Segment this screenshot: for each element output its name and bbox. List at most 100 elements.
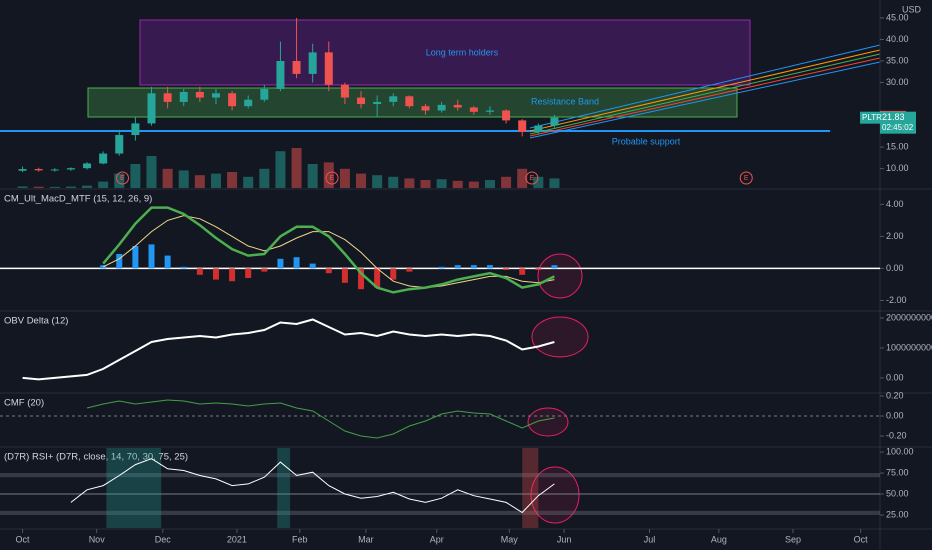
pane-title: CMF (20) [4,398,44,409]
volume-bar [49,186,60,188]
volume-bar [114,173,125,188]
histogram-bar [309,263,316,269]
volume-bar [33,186,44,188]
volume-bar [17,186,28,188]
histogram-bar [293,257,300,269]
candle-body [163,93,172,102]
y-tick-label: 50.00 [886,488,909,498]
x-tick-label: Apr [430,534,444,544]
x-tick-label: May [501,534,519,544]
y-tick-label: -2.00 [886,295,907,305]
y-tick-label: 30.00 [886,77,909,87]
volume-bar [227,172,238,188]
histogram-bar [454,265,461,269]
volume-bar [65,186,76,188]
y-tick-label: 0.00 [886,410,904,420]
volume-bar [501,176,512,188]
x-tick-label: Jul [644,534,656,544]
x-tick-label: Feb [292,534,308,544]
histogram-bar [486,265,493,269]
x-tick-label: Dec [155,534,172,544]
candle-body [405,96,414,107]
x-tick-label: 2021 [227,534,247,544]
volume-bar [82,185,93,188]
candle-body [324,52,333,85]
histogram-bar [100,265,107,269]
volume-bar [436,179,447,188]
volume-bar [146,156,157,188]
earnings-marker [525,171,539,185]
candle-body [357,97,366,105]
histogram-bar [438,266,445,269]
histogram-bar [470,265,477,269]
volume-bar [210,173,221,188]
candle-body [50,169,59,171]
earnings-label: E [530,175,535,182]
x-tick-label: Oct [16,534,31,544]
candle-body [534,125,543,133]
earnings-marker [325,171,339,185]
candle-body [83,163,92,169]
x-tick-label: Oct [854,534,869,544]
histogram-bar [212,268,219,280]
y-tick-label: 0.20 [886,390,904,400]
earnings-label: E [744,175,749,182]
last-price: 21.83 [882,112,905,122]
histogram-bar [148,244,155,269]
candle-body [453,104,462,108]
histogram-bar [196,268,203,275]
volume-bar [404,178,415,188]
candle-body [66,168,75,170]
y-tick-label: 2000000000.00 [886,312,932,322]
candle-body [131,123,140,136]
currency: USD [902,4,922,14]
y-tick-label: 100.00 [886,446,914,456]
overbought-zone [106,448,162,528]
histogram-bar [406,268,413,272]
volume-bar [549,178,560,188]
signal-line [102,215,555,289]
x-tick-label: Mar [358,534,374,544]
volume-bar [452,180,463,188]
last-price-box [880,111,916,134]
annotation: Resistance Band [531,96,599,106]
holders-box [139,19,751,86]
symbol-tag [860,111,880,124]
candle-body [373,101,382,105]
histogram-bar [229,268,236,282]
histogram-bar [374,268,381,288]
candle-body [308,52,317,74]
y-tick-label: 45.00 [886,12,909,22]
x-tick-label: Jun [557,534,572,544]
histogram-bar [164,255,171,269]
annotation: Long term holders [426,47,499,57]
volume-bar [130,164,141,188]
y-tick-label: -0.20 [886,430,907,440]
overbought-zone [277,448,291,528]
candle-body [18,169,27,171]
candle-body [228,93,237,107]
y-tick-label: 0.00 [886,372,904,382]
volume-bar [162,168,173,188]
y-tick-label: 0.00 [886,263,904,273]
volume-bar [533,176,544,188]
pane-title: (D7R) RSI+ (D7R, close, 14, 70, 30, 75, … [4,452,188,463]
y-tick-label: 75.00 [886,467,909,477]
trend-channel [529,44,881,139]
volume-bar [307,164,318,188]
volume-bar [259,168,270,188]
earnings-label: E [330,175,335,182]
earnings-marker [115,171,129,185]
histogram-bar [132,246,139,269]
volume-bar [275,151,286,188]
x-tick-label: Sep [785,534,801,544]
candle-body [99,153,108,164]
volume-bar [339,168,350,188]
y-tick-label: 4.00 [886,199,904,209]
y-tick-label: 25.00 [886,509,909,519]
candle-body [421,106,430,111]
volume-bar [291,148,302,188]
candle-body [437,104,446,111]
